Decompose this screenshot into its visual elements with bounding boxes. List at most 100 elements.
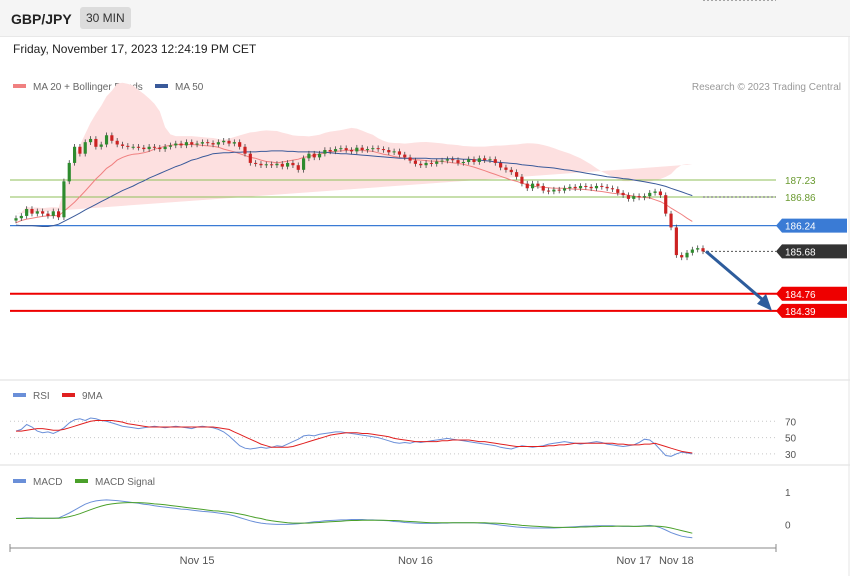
candle-body	[30, 209, 34, 214]
ma20-legend-swatch	[13, 84, 26, 88]
candle-body	[291, 162, 295, 166]
candle-body	[648, 192, 652, 197]
candle-body	[232, 142, 236, 144]
candle-body	[296, 165, 300, 170]
macd-signal-legend-label: MACD Signal	[95, 477, 155, 488]
candle-body	[83, 142, 87, 154]
level-label: 187.23	[785, 176, 816, 187]
candle-body	[275, 163, 279, 166]
candle-body	[301, 158, 306, 170]
ma20-legend-label: MA 20 + Bollinger Bands	[33, 82, 143, 93]
candle-body	[397, 151, 402, 155]
candle-body	[552, 189, 556, 192]
candle-body	[605, 186, 609, 189]
ma50-line	[15, 150, 693, 227]
candle-body	[67, 162, 71, 182]
candle-body	[104, 135, 109, 145]
candle-body	[419, 163, 423, 166]
candle-body	[477, 158, 481, 162]
candle-body	[46, 213, 50, 216]
candle-body	[493, 159, 497, 163]
candle-body	[690, 249, 694, 253]
candle-body	[168, 145, 173, 147]
time-tick-label: Nov 18	[659, 555, 694, 567]
candle-body	[637, 196, 641, 198]
time-tick-label: Nov 17	[616, 555, 651, 567]
candle-body	[142, 147, 146, 150]
candle-body	[349, 150, 354, 152]
candle-body	[504, 167, 508, 170]
candle-body	[509, 169, 513, 173]
candle-body	[600, 185, 604, 187]
candle-body	[658, 191, 662, 196]
candle-body	[158, 147, 162, 150]
candle-body	[488, 159, 492, 161]
candle-body	[355, 147, 359, 152]
candle-body	[610, 188, 615, 190]
instrument-title: GBP/JPY	[11, 11, 72, 27]
rsi-tick-label: 50	[785, 434, 797, 445]
bollinger-bands	[16, 82, 693, 214]
level-tag	[776, 286, 847, 301]
candle-body	[632, 196, 636, 199]
candle-body	[589, 186, 593, 189]
candle-body	[163, 146, 167, 150]
macd-signal-line	[16, 502, 693, 534]
level-tag	[776, 303, 847, 318]
rsi-tick-label: 70	[785, 417, 797, 428]
candle-body	[371, 148, 375, 150]
candle-body	[557, 189, 561, 191]
rsi9-line	[16, 420, 693, 454]
candle-body	[317, 153, 322, 158]
candle-body	[227, 140, 231, 144]
time-tick-label: Nov 16	[398, 555, 433, 567]
level-label: 185.68	[785, 247, 816, 258]
candle-body	[254, 162, 258, 164]
candle-body	[344, 148, 348, 151]
candle-body	[222, 140, 226, 143]
candle-body	[642, 196, 647, 198]
candle-body	[365, 149, 370, 151]
candle-body	[578, 185, 583, 189]
candle-body	[190, 142, 194, 145]
candle-body	[445, 159, 449, 161]
macd-legend-swatch	[13, 479, 26, 483]
candle-body	[440, 160, 444, 162]
level-label: 186.24	[785, 222, 816, 233]
candle-body	[126, 145, 130, 147]
candle-body	[78, 146, 82, 154]
rsi-legend-label: RSI	[33, 391, 50, 402]
macd-tick-label: 0	[785, 520, 791, 531]
candle-body	[360, 147, 364, 151]
candle-body	[685, 252, 689, 258]
ma50-legend-swatch	[155, 84, 168, 88]
candle-body	[451, 159, 455, 161]
candle-body	[483, 158, 487, 161]
rsi-legend-swatch	[13, 393, 26, 397]
candle-body	[14, 218, 18, 221]
candle-body	[403, 154, 407, 158]
candle-body	[115, 140, 119, 145]
chart-datetime: Friday, November 17, 2023 12:24:19 PM CE…	[13, 42, 257, 56]
candle-body	[701, 248, 705, 252]
level-tag	[776, 244, 847, 259]
candle-body	[413, 160, 418, 164]
candle-body	[562, 188, 567, 191]
candle-body	[99, 144, 103, 147]
candle-body	[525, 183, 529, 189]
level-tag	[776, 218, 847, 233]
candle-body	[594, 185, 599, 189]
candle-body	[546, 190, 551, 192]
candle-body	[515, 172, 519, 177]
candle-body	[456, 160, 460, 163]
candle-body	[674, 227, 678, 256]
candle-body	[179, 143, 183, 146]
candle-body	[147, 146, 151, 150]
candle-body	[62, 181, 66, 218]
macd-signal-legend-swatch	[75, 479, 88, 483]
candle-body	[110, 135, 114, 141]
macd-tick-label: 1	[785, 488, 791, 499]
candle-body	[259, 163, 263, 166]
candle-body	[200, 142, 204, 144]
timeframe-button[interactable]: 30 MIN	[80, 7, 131, 29]
